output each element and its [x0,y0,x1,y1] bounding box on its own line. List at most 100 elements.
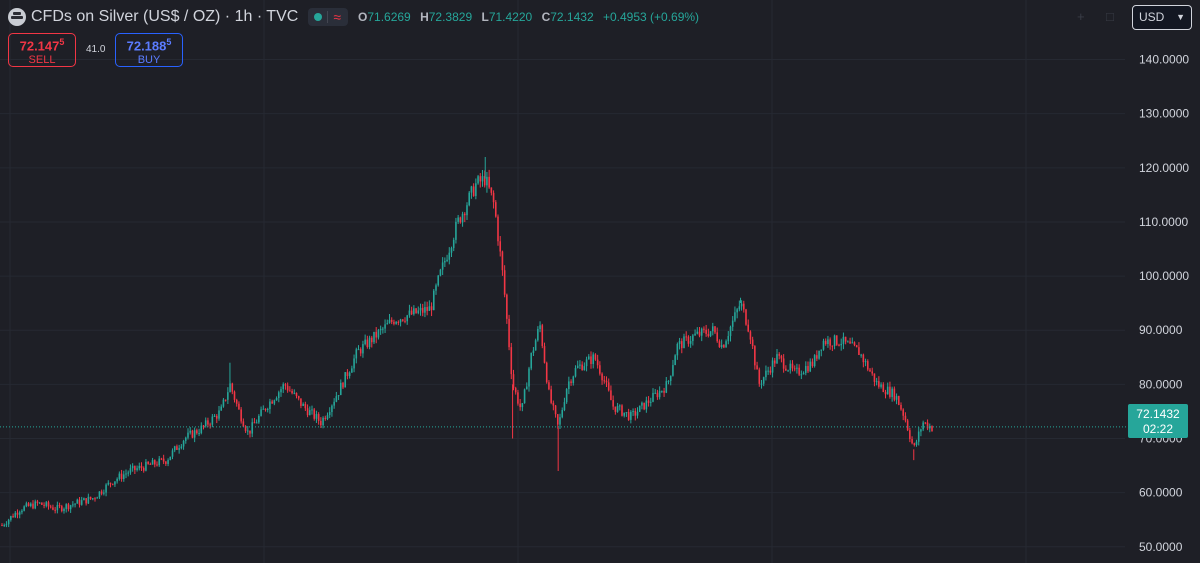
candle-body [368,337,371,348]
candle-body [180,446,183,449]
candle-body [282,384,285,390]
candle-body [599,365,601,374]
candle-body [1,525,3,527]
open-label: O [358,10,368,24]
candle-body [98,491,101,498]
candle-body [714,326,716,333]
candle-body [543,346,546,363]
candle-body [169,456,172,461]
candle-body [156,464,158,466]
candle-body [736,309,738,313]
candle-body [623,412,626,416]
sell-button[interactable]: 72.1475 SELL [8,33,76,67]
candle-body [399,319,402,323]
candle-body [78,499,81,505]
candle-body [880,384,882,387]
candle-body [860,354,862,356]
candle-body [122,474,125,480]
candle-body [528,368,530,387]
candle-body [689,341,692,344]
candle-body [397,321,400,323]
candle-body [514,388,517,393]
candle-body [21,510,23,513]
candle-body [594,354,597,360]
candle-body [749,331,752,340]
candle-body [45,502,48,506]
candle-body [601,373,603,381]
candle-body [151,460,154,465]
candle-body [574,367,577,377]
candle-body [437,275,440,286]
candle-body [829,339,831,346]
candle-body [165,461,167,464]
candle-body [537,328,539,341]
candle-body [612,400,614,407]
candle-body [218,410,220,419]
candle-body [410,310,413,315]
candle-body [193,430,196,438]
candle-body [191,430,194,438]
candle-body [762,377,765,384]
status-pill[interactable]: ≈ [308,8,348,26]
candle-body [782,358,785,369]
candle-body [404,320,406,322]
candle-body [822,340,825,350]
candle-body [554,405,557,415]
candle-body [430,306,433,311]
candle-body [754,346,756,366]
candle-body [494,202,497,217]
currency-value: USD [1139,10,1165,24]
candle-body [401,319,404,321]
candle-body [705,329,707,334]
crosshair-icon[interactable]: + [1077,9,1085,24]
close-label: C [541,10,551,24]
candle-body [630,411,632,420]
candle-body [725,341,727,348]
candle-body [669,375,672,381]
high-value: 72.3829 [428,10,473,24]
candle-body [300,398,302,406]
candles [1,156,933,528]
symbol-title[interactable]: CFDs on Silver (US$ / OZ) · 1h · TVC [31,8,299,25]
candle-body [556,414,559,425]
candle-body [277,392,280,399]
candle-body [510,347,513,375]
chart-header: CFDs on Silver (US$ / OZ) · 1h · TVC ≈ O… [8,6,705,28]
candle-body [904,415,907,421]
candle-body [499,241,502,252]
candle-body [844,336,847,342]
candle-body [83,498,85,501]
candle-body [519,403,521,408]
candle-body [18,512,21,515]
candle-body [466,205,468,216]
candle-body [304,403,307,409]
candle-body [667,380,670,382]
candle-body [767,370,769,372]
candle-body [627,412,630,420]
candle-body [530,352,533,369]
candle-body [220,406,223,411]
candle-body [501,251,504,271]
candle-body [539,325,541,329]
candle-body [280,389,282,393]
maximize-icon[interactable]: □ [1106,9,1114,24]
buy-button[interactable]: 72.1885 BUY [115,33,183,67]
candle-body [780,355,783,359]
candle-body [576,365,579,368]
candle-body [842,336,845,344]
candle-body [184,437,187,441]
candle-body [920,429,922,432]
candle-body [242,421,245,427]
candle-body [568,381,570,390]
candle-body [816,355,818,359]
candle-body [902,409,905,416]
price-axis[interactable]: 50.000060.000070.000080.000090.0000100.0… [1139,53,1189,554]
wave-icon[interactable]: ≈ [333,9,341,25]
currency-select[interactable]: USD ▼ [1132,5,1192,30]
candle-body [674,355,676,366]
candle-body [459,217,462,223]
candle-body [796,367,798,369]
candle-body [435,285,437,291]
candle-body [342,382,344,388]
